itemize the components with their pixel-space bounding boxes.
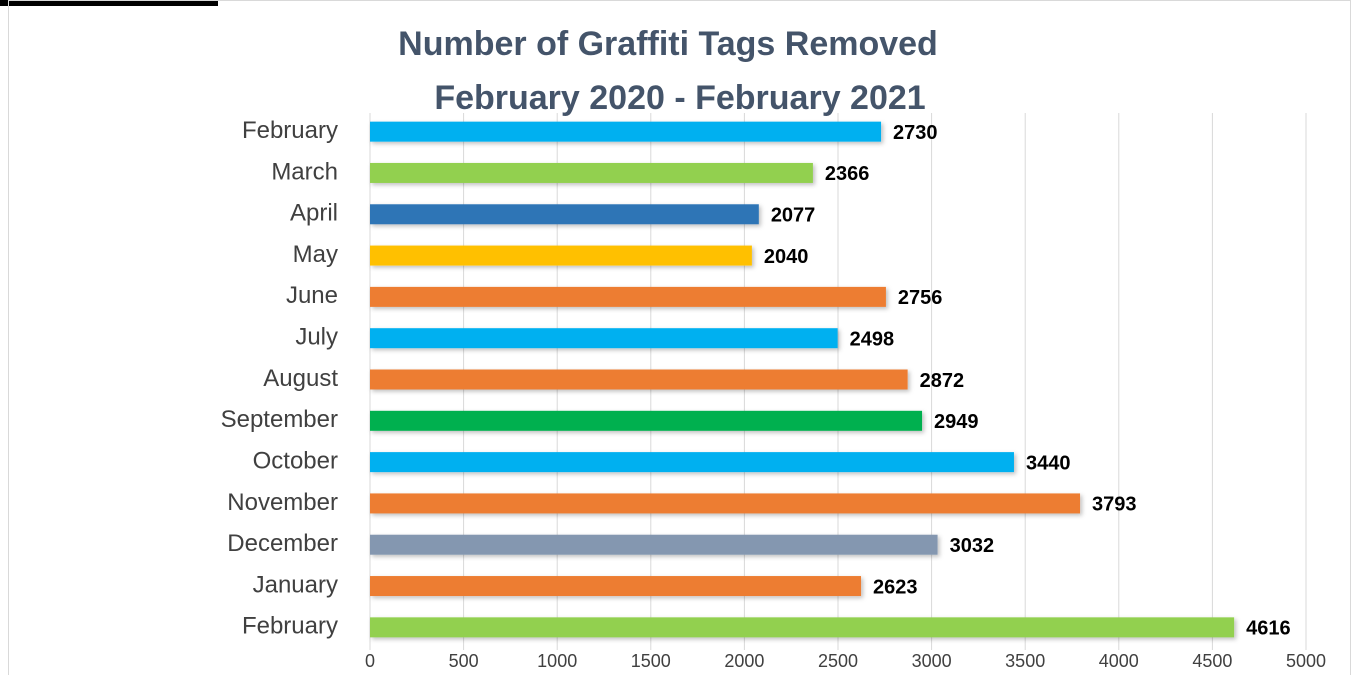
x-tick-label: 4500	[1192, 651, 1232, 671]
data-label: 3440	[1026, 452, 1071, 474]
y-tick-label: March	[271, 158, 338, 185]
bar	[370, 328, 838, 349]
bar	[370, 245, 752, 266]
y-tick-label: February	[242, 117, 338, 144]
bar	[370, 410, 923, 431]
x-tick-label: 5000	[1286, 651, 1326, 671]
x-tick-label: 2000	[724, 651, 764, 671]
y-tick-label: November	[227, 489, 338, 516]
x-tick-label: 1500	[631, 651, 671, 671]
chart-title: Number of Graffiti Tags Removed	[398, 25, 938, 63]
y-tick-label: January	[253, 571, 338, 598]
x-tick-label: 3000	[912, 651, 952, 671]
bar	[370, 617, 1235, 638]
bar	[370, 369, 908, 390]
data-label: 2077	[771, 205, 816, 227]
chart-title: February 2020 - February 2021	[434, 79, 925, 117]
bar	[370, 493, 1081, 514]
data-label: 3793	[1092, 494, 1137, 516]
x-tick-label: 0	[365, 651, 375, 671]
y-tick-label: December	[227, 530, 338, 557]
x-tick-label: 1000	[537, 651, 577, 671]
data-label: 2949	[934, 411, 979, 433]
y-tick-label: April	[290, 200, 338, 227]
decor-bar	[0, 0, 218, 6]
data-label: 3032	[950, 535, 995, 557]
bar	[370, 162, 813, 183]
y-tick-label: February	[242, 613, 338, 640]
x-tick-label: 4000	[1099, 651, 1139, 671]
y-tick-label: June	[286, 282, 338, 309]
data-label: 2498	[850, 328, 895, 350]
data-label: 2366	[825, 163, 870, 185]
data-label: 2623	[873, 576, 918, 598]
data-label: 2756	[898, 287, 943, 309]
bar	[370, 204, 759, 225]
x-tick-label: 2500	[818, 651, 858, 671]
data-label: 4616	[1246, 618, 1291, 640]
data-label: 2730	[893, 122, 938, 144]
y-tick-label: July	[295, 324, 338, 351]
y-tick-label: October	[253, 447, 338, 474]
bar	[370, 534, 938, 555]
data-label: 2040	[764, 246, 809, 268]
y-tick-label: August	[263, 365, 338, 392]
bar	[370, 286, 886, 307]
bar	[370, 452, 1014, 473]
data-label: 2872	[920, 370, 965, 392]
bar	[370, 576, 862, 597]
y-tick-label: May	[293, 241, 338, 268]
x-tick-label: 500	[449, 651, 479, 671]
x-tick-label: 3500	[1005, 651, 1045, 671]
y-tick-label: September	[221, 406, 338, 433]
chart-border	[8, 0, 1351, 675]
bar	[370, 121, 882, 142]
